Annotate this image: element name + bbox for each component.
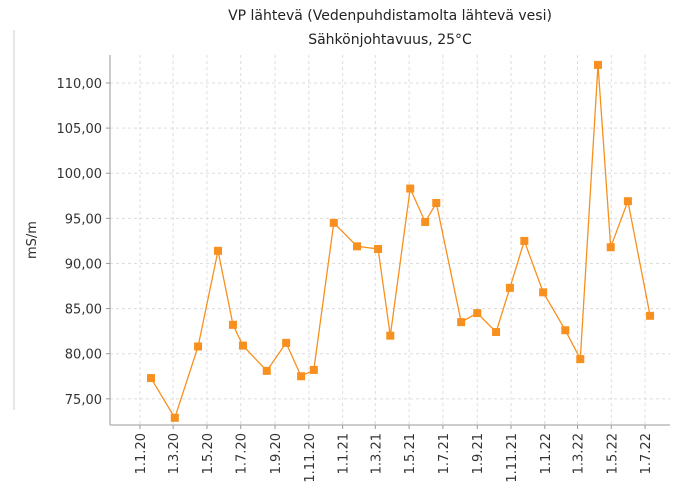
x-tick-label: 1.3.20 bbox=[167, 433, 182, 474]
y-axis-label: mS/m bbox=[25, 221, 40, 259]
data-point bbox=[214, 246, 223, 255]
data-point bbox=[386, 331, 395, 340]
y-tick-label: 75,00 bbox=[65, 393, 102, 408]
data-point bbox=[505, 283, 514, 292]
data-point bbox=[297, 372, 306, 381]
data-point bbox=[432, 199, 441, 207]
data-point bbox=[421, 217, 430, 226]
x-tick-label: 1.1.20 bbox=[134, 433, 149, 474]
data-point bbox=[406, 184, 415, 193]
y-tick-label: 105,00 bbox=[57, 122, 103, 137]
y-tick-label: 80,00 bbox=[65, 348, 102, 363]
x-tick-label: 1.7.20 bbox=[235, 433, 250, 474]
chart-title: VP lähtevä (Vedenpuhdistamolta lähtevä v… bbox=[228, 8, 552, 24]
x-tick-label: 1.1.22 bbox=[539, 433, 554, 474]
data-point bbox=[146, 374, 155, 383]
chart-subtitle: Sähkönjohtavuus, 25°C bbox=[308, 32, 472, 48]
y-tick-label: 85,00 bbox=[65, 303, 102, 318]
data-point bbox=[170, 413, 179, 422]
x-tick-label: 1.5.20 bbox=[201, 433, 216, 474]
data-point bbox=[576, 355, 585, 364]
y-tick-label: 100,00 bbox=[57, 167, 103, 182]
data-point bbox=[457, 318, 466, 327]
x-tick-label: 1.1.21 bbox=[337, 433, 352, 474]
x-tick-label: 1.11.20 bbox=[303, 433, 318, 483]
data-point bbox=[520, 236, 529, 245]
data-point bbox=[623, 197, 632, 206]
y-tick-label: 90,00 bbox=[65, 257, 102, 272]
data-point bbox=[194, 342, 203, 351]
x-tick-label: 1.3.22 bbox=[571, 433, 586, 474]
x-tick-label: 1.3.21 bbox=[369, 433, 384, 474]
x-tick-label: 1.11.21 bbox=[505, 433, 520, 483]
data-point bbox=[353, 242, 362, 251]
data-point bbox=[606, 243, 615, 252]
data-point bbox=[262, 366, 271, 375]
x-tick-label: 1.7.21 bbox=[437, 433, 452, 474]
data-point bbox=[329, 218, 338, 227]
data-point bbox=[228, 320, 237, 329]
data-point bbox=[561, 326, 570, 335]
data-point bbox=[646, 311, 655, 320]
data-point bbox=[309, 365, 318, 374]
data-point bbox=[539, 288, 548, 297]
data-point bbox=[238, 341, 247, 350]
data-point bbox=[282, 338, 291, 347]
x-tick-label: 1.9.21 bbox=[471, 433, 486, 474]
data-point bbox=[492, 328, 501, 337]
y-tick-label: 110,00 bbox=[57, 77, 103, 92]
y-tick-label: 95,00 bbox=[65, 212, 102, 227]
data-point bbox=[473, 309, 482, 318]
x-tick-label: 1.9.20 bbox=[269, 433, 284, 474]
x-tick-label: 1.7.22 bbox=[639, 433, 654, 474]
data-point bbox=[374, 245, 383, 254]
data-point bbox=[593, 60, 602, 69]
x-tick-label: 1.5.22 bbox=[605, 433, 620, 474]
x-tick-label: 1.5.21 bbox=[403, 433, 418, 474]
